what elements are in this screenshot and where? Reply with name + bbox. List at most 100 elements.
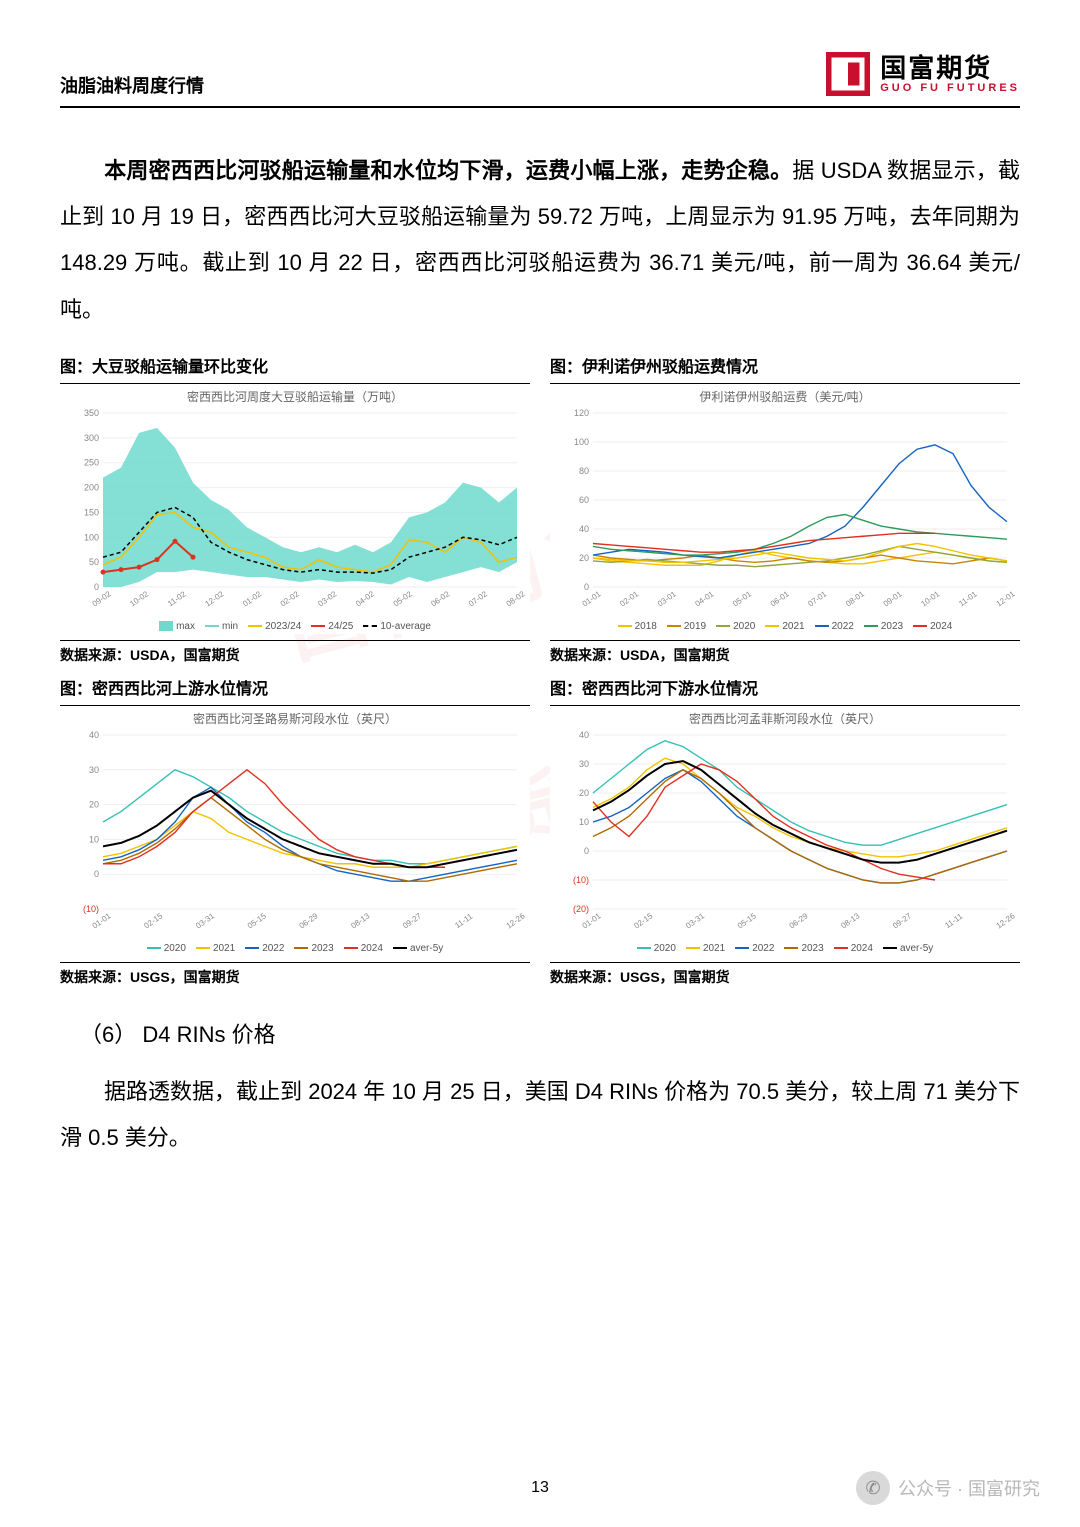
chart4-source: 数据来源：USGS，国富期货 <box>550 962 1020 987</box>
wechat-icon: ✆ <box>856 1471 890 1505</box>
svg-text:09-27: 09-27 <box>401 911 423 930</box>
chart4-legend: 20202021202220232024aver-5y <box>550 939 1020 956</box>
svg-text:0: 0 <box>584 846 589 856</box>
svg-text:200: 200 <box>84 482 99 492</box>
chart3-subtitle: 密西西比河圣路易斯河段水位（英尺） <box>60 710 530 727</box>
svg-text:02-02: 02-02 <box>279 589 301 608</box>
svg-text:07-01: 07-01 <box>806 589 828 608</box>
chart-block-4: 图：密西西比河下游水位情况 密西西比河孟菲斯河段水位（英尺） (20) (10) 0… <box>550 675 1020 987</box>
svg-text:04-01: 04-01 <box>694 589 716 608</box>
svg-text:08-02: 08-02 <box>505 589 527 608</box>
chart2-svg: 02040608010012001-0102-0103-0104-0105-01… <box>550 407 1020 617</box>
svg-text:05-15: 05-15 <box>246 911 268 930</box>
logo-text-cn: 国富期货 <box>880 54 1020 83</box>
chart1-legend: maxmin2023/2424/2510-average <box>60 617 530 634</box>
header-title: 油脂油料周度行情 <box>60 72 204 98</box>
chart4-svg: (20)(10)01020304001-0102-1503-3105-1506-… <box>550 729 1020 939</box>
svg-text:06-29: 06-29 <box>298 911 320 930</box>
svg-text:03-31: 03-31 <box>684 911 706 930</box>
svg-text:(10): (10) <box>573 875 589 885</box>
svg-text:(20): (20) <box>573 904 589 914</box>
svg-text:06-29: 06-29 <box>788 911 810 930</box>
svg-text:300: 300 <box>84 433 99 443</box>
chart1-subtitle: 密西西比河周度大豆驳船运输量（万吨） <box>60 388 530 405</box>
svg-text:11-01: 11-01 <box>957 589 979 608</box>
charts-grid: 图：大豆驳船运输量环比变化 密西西比河周度大豆驳船运输量（万吨） 0501001… <box>60 353 1020 987</box>
svg-text:06-01: 06-01 <box>769 589 791 608</box>
chart1-svg: 05010015020025030035009-0210-0211-0212-0… <box>60 407 530 617</box>
svg-text:12-02: 12-02 <box>204 589 226 608</box>
svg-text:06-02: 06-02 <box>429 589 451 608</box>
svg-text:(10): (10) <box>83 904 99 914</box>
chart2-subtitle: 伊利诺伊州驳船运费（美元/吨） <box>550 388 1020 405</box>
svg-text:12-26: 12-26 <box>995 911 1017 930</box>
svg-text:03-01: 03-01 <box>656 589 678 608</box>
footer-brand: ✆ 公众号 · 国富研究 <box>856 1471 1040 1505</box>
svg-text:02-15: 02-15 <box>632 911 654 930</box>
svg-text:11-02: 11-02 <box>166 589 188 608</box>
svg-text:11-11: 11-11 <box>453 911 474 930</box>
svg-text:30: 30 <box>89 765 99 775</box>
chart2-source: 数据来源：USDA，国富期货 <box>550 640 1020 665</box>
svg-text:150: 150 <box>84 507 99 517</box>
chart1-source: 数据来源：USDA，国富期货 <box>60 640 530 665</box>
svg-text:30: 30 <box>579 759 589 769</box>
chart-block-3: 图：密西西比河上游水位情况 密西西比河圣路易斯河段水位（英尺） (10) 0 10 2… <box>60 675 530 987</box>
logo-icon <box>824 50 872 98</box>
svg-text:40: 40 <box>579 730 589 740</box>
svg-text:10: 10 <box>89 834 99 844</box>
svg-text:09-27: 09-27 <box>891 911 913 930</box>
chart3-source: 数据来源：USGS，国富期货 <box>60 962 530 987</box>
svg-text:10-02: 10-02 <box>128 589 150 608</box>
page-number: 13 <box>531 1479 549 1497</box>
svg-text:0: 0 <box>94 869 99 879</box>
paragraph-2: 据路透数据，截止到 2024 年 10 月 25 日，美国 D4 RINs 价格… <box>60 1069 1020 1161</box>
svg-text:12-26: 12-26 <box>505 911 527 930</box>
svg-text:02-15: 02-15 <box>142 911 164 930</box>
svg-text:04-02: 04-02 <box>354 589 376 608</box>
svg-text:0: 0 <box>584 582 589 592</box>
svg-text:03-31: 03-31 <box>194 911 216 930</box>
chart-block-2: 图：伊利诺伊州驳船运费情况 伊利诺伊州驳船运费（美元/吨） 0204060801… <box>550 353 1020 665</box>
chart4-subtitle: 密西西比河孟菲斯河段水位（英尺） <box>550 710 1020 727</box>
logo-text-en: GUO FU FUTURES <box>880 82 1020 94</box>
chart4-title: 图：密西西比河下游水位情况 <box>550 675 1020 699</box>
svg-text:12-01: 12-01 <box>995 589 1017 608</box>
chart3-svg: (10)01020304001-0102-1503-3105-1506-2908… <box>60 729 530 939</box>
para1-bold: 本周密西西比河驳船运输量和水位均下滑，运费小幅上涨，走势企稳。 <box>104 158 792 183</box>
svg-text:350: 350 <box>84 408 99 418</box>
chart2-legend: 2018201920202021202220232024 <box>550 617 1020 634</box>
svg-text:09-01: 09-01 <box>882 589 904 608</box>
chart1-title: 图：大豆驳船运输量环比变化 <box>60 353 530 377</box>
svg-text:05-01: 05-01 <box>731 589 753 608</box>
svg-text:50: 50 <box>89 557 99 567</box>
svg-text:40: 40 <box>579 524 589 534</box>
svg-text:20: 20 <box>579 553 589 563</box>
paragraph-1: 本周密西西比河驳船运输量和水位均下滑，运费小幅上涨，走势企稳。据 USDA 数据… <box>60 148 1020 333</box>
brand-logo: 国富期货 GUO FU FUTURES <box>824 50 1020 98</box>
footer-brand-text: 公众号 · 国富研究 <box>898 1475 1040 1501</box>
svg-text:02-01: 02-01 <box>618 589 640 608</box>
svg-text:250: 250 <box>84 457 99 467</box>
svg-text:120: 120 <box>574 408 589 418</box>
svg-text:100: 100 <box>574 437 589 447</box>
svg-text:07-02: 07-02 <box>467 589 489 608</box>
para2-body: 据路透数据，截止到 2024 年 10 月 25 日，美国 D4 RINs 价格… <box>60 1079 1020 1150</box>
svg-text:10: 10 <box>579 817 589 827</box>
chart3-title: 图：密西西比河上游水位情况 <box>60 675 530 699</box>
section-6-heading: （6） D4 RINs 价格 <box>80 1017 1020 1049</box>
svg-text:03-02: 03-02 <box>316 589 338 608</box>
svg-text:11-11: 11-11 <box>943 911 964 930</box>
svg-text:05-15: 05-15 <box>736 911 758 930</box>
svg-text:60: 60 <box>579 495 589 505</box>
svg-text:40: 40 <box>89 730 99 740</box>
svg-text:08-13: 08-13 <box>349 911 371 930</box>
svg-text:08-13: 08-13 <box>839 911 861 930</box>
svg-text:0: 0 <box>94 582 99 592</box>
chart3-legend: 20202021202220232024aver-5y <box>60 939 530 956</box>
svg-text:100: 100 <box>84 532 99 542</box>
svg-text:80: 80 <box>579 466 589 476</box>
svg-text:20: 20 <box>89 799 99 809</box>
chart-block-1: 图：大豆驳船运输量环比变化 密西西比河周度大豆驳船运输量（万吨） 0 50 100 1… <box>60 353 530 665</box>
svg-text:08-01: 08-01 <box>844 589 866 608</box>
